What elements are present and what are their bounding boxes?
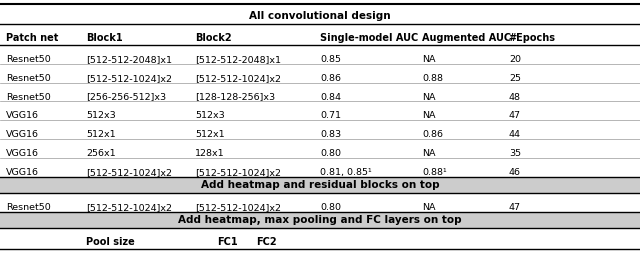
Text: 0.84: 0.84	[320, 92, 341, 102]
Text: 20: 20	[509, 55, 521, 64]
Text: 0.88: 0.88	[422, 74, 444, 83]
Text: 48: 48	[509, 92, 521, 102]
Text: [128-128-256]x3: [128-128-256]x3	[195, 92, 275, 102]
Text: Augmented AUC: Augmented AUC	[422, 33, 511, 43]
Text: [256-256-512]x3: [256-256-512]x3	[86, 92, 166, 102]
Text: VGG16: VGG16	[6, 168, 40, 177]
Text: [512-512-1024]x2: [512-512-1024]x2	[86, 74, 172, 83]
Text: 512x3: 512x3	[86, 111, 116, 120]
Text: NA: NA	[422, 55, 436, 64]
Text: 0.80: 0.80	[320, 149, 341, 158]
Text: 0.83: 0.83	[320, 130, 341, 139]
Text: [512-512-1024]x2: [512-512-1024]x2	[86, 168, 172, 177]
Text: All convolutional design: All convolutional design	[249, 11, 391, 21]
Text: VGG16: VGG16	[6, 149, 40, 158]
Text: Resnet50: Resnet50	[6, 55, 51, 64]
Text: 47: 47	[509, 111, 521, 120]
Text: [512-512-1024]x2: [512-512-1024]x2	[195, 168, 281, 177]
Text: [512-512-2048]x1: [512-512-2048]x1	[195, 55, 281, 64]
Text: 0.86: 0.86	[422, 130, 444, 139]
Text: Resnet50: Resnet50	[6, 203, 51, 212]
Text: Resnet50: Resnet50	[6, 74, 51, 83]
Text: Patch net: Patch net	[6, 33, 59, 43]
Bar	[0, 177, 640, 193]
Text: 0.88¹: 0.88¹	[422, 168, 447, 177]
Text: Resnet50: Resnet50	[6, 92, 51, 102]
Text: VGG16: VGG16	[6, 130, 40, 139]
Text: NA: NA	[422, 149, 436, 158]
Text: VGG16: VGG16	[6, 111, 40, 120]
Text: Pool size: Pool size	[86, 237, 135, 247]
Text: 44: 44	[509, 130, 521, 139]
Text: [512-512-2048]x1: [512-512-2048]x1	[86, 55, 172, 64]
Text: 35: 35	[509, 149, 521, 158]
Text: NA: NA	[422, 111, 436, 120]
Text: 128x1: 128x1	[195, 149, 225, 158]
Text: [512-512-1024]x2: [512-512-1024]x2	[195, 203, 281, 212]
Text: 256x1: 256x1	[86, 149, 116, 158]
Text: 0.81, 0.85¹: 0.81, 0.85¹	[320, 168, 372, 177]
Text: FC2: FC2	[256, 237, 276, 247]
Text: 512x1: 512x1	[195, 130, 225, 139]
Text: [512-512-1024]x2: [512-512-1024]x2	[195, 74, 281, 83]
Text: [512-512-1024]x2: [512-512-1024]x2	[86, 203, 172, 212]
Text: #Epochs: #Epochs	[509, 33, 556, 43]
Text: 0.71: 0.71	[320, 111, 341, 120]
Text: 512x1: 512x1	[86, 130, 116, 139]
Text: 25: 25	[509, 74, 521, 83]
Text: Add heatmap and residual blocks on top: Add heatmap and residual blocks on top	[201, 180, 439, 190]
Text: 46: 46	[509, 168, 521, 177]
Text: 512x3: 512x3	[195, 111, 225, 120]
Text: 47: 47	[509, 203, 521, 212]
Text: NA: NA	[422, 92, 436, 102]
Text: Add heatmap, max pooling and FC layers on top: Add heatmap, max pooling and FC layers o…	[178, 215, 462, 225]
Text: Block2: Block2	[195, 33, 232, 43]
Text: Block1: Block1	[86, 33, 123, 43]
Text: 0.85: 0.85	[320, 55, 341, 64]
Text: Single-model AUC: Single-model AUC	[320, 33, 419, 43]
Text: NA: NA	[422, 203, 436, 212]
Text: FC1: FC1	[218, 237, 238, 247]
Text: 0.80: 0.80	[320, 203, 341, 212]
Bar	[0, 212, 640, 228]
Text: 0.86: 0.86	[320, 74, 341, 83]
